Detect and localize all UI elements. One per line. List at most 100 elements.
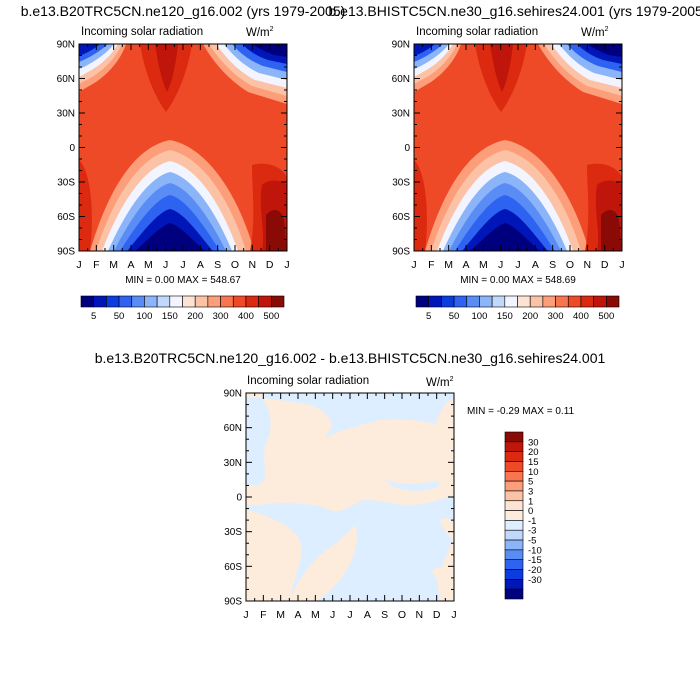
- panel-3-field: [246, 393, 454, 601]
- panel-1-subtitle: Incoming solar radiation: [81, 26, 203, 38]
- panel-3-x-tick-label: D: [433, 609, 441, 621]
- panel-1-colorbar-label: 500: [263, 311, 279, 322]
- panel-2-colorbar-swatch: [453, 295, 468, 308]
- panel-1-colorbar-label: 50: [114, 311, 125, 322]
- panel-2-y-tick-label: 60S: [392, 212, 410, 223]
- panel-2-x-tick-label: J: [498, 259, 503, 271]
- panel-3-colorbar-label: 0: [528, 506, 533, 517]
- panel-2-units: W/m2: [581, 26, 609, 39]
- panel-1-units: W/m2: [246, 26, 274, 39]
- panel-2-colorbar-label: 400: [573, 311, 589, 322]
- panel-1-x-tick-label: S: [214, 259, 221, 271]
- panel-1-colorbar-swatch: [93, 295, 107, 308]
- panel-1-colorbar-swatch: [169, 295, 183, 308]
- panel-3-colorbar-swatch: [504, 480, 524, 492]
- panel-2-x-tick-label: J: [619, 259, 624, 271]
- panel-3-colorbar-label: 1: [528, 496, 533, 507]
- panel-3-x-tick-label: M: [276, 609, 285, 621]
- panel-3-colorbar-swatch: [504, 559, 524, 570]
- panel-1-x-tick-label: O: [231, 259, 239, 271]
- panel-2-colorbar-swatch: [517, 295, 531, 308]
- panel-3-y-tick-label: 90S: [224, 597, 242, 608]
- panel-2: b.e13.BHISTC5CN.ne30_g16.sehires24.001 (…: [328, 3, 700, 322]
- panel-1-x-tick-label: M: [109, 259, 118, 271]
- panel-3-colorbar-swatch: [504, 441, 524, 452]
- panel-2-title: b.e13.BHISTC5CN.ne30_g16.sehires24.001 (…: [328, 3, 700, 19]
- panel-3-y-tick-label: 60S: [224, 562, 242, 573]
- panel-1-colorbar-swatch: [245, 295, 259, 308]
- panel-3-colorbar-label: 10: [528, 467, 539, 478]
- panel-3-x-tick-label: J: [330, 609, 335, 621]
- panel-1-field: [79, 44, 287, 251]
- panel-1-colorbar-swatch: [232, 295, 247, 308]
- panel-3-colorbar-label: -30: [528, 575, 542, 586]
- panel-1-x-tick-label: J: [180, 259, 185, 271]
- panel-2-colorbar-swatch: [491, 295, 506, 308]
- panel-1-y-tick-label: 0: [69, 143, 75, 154]
- panel-2-field: [414, 44, 622, 251]
- panel-2-colorbar-label: 50: [449, 311, 460, 322]
- panel-2-colorbar-swatch: [428, 295, 442, 308]
- panel-1-colorbar-swatch: [182, 295, 196, 308]
- panel-2-x-tick-label: A: [462, 259, 469, 271]
- panel-3-title: b.e13.B20TRC5CN.ne120_g16.002 - b.e13.BH…: [95, 350, 606, 366]
- panel-1-colorbar-label: 100: [137, 311, 153, 322]
- panel-1-colorbar-label: 200: [187, 311, 203, 322]
- panel-3-units: W/m2: [426, 376, 454, 389]
- panel-2-stats: MIN = 0.00 MAX = 548.69: [460, 275, 576, 286]
- panel-1-x-tick-label: M: [144, 259, 153, 271]
- panel-3-x-tick-label: S: [381, 609, 388, 621]
- panel-2-colorbar-swatch: [542, 295, 556, 308]
- panel-3-y-tick-label: 30N: [224, 458, 242, 469]
- panel-3-colorbar-swatch: [504, 529, 524, 541]
- panel-2-colorbar-swatch: [441, 295, 455, 308]
- panel-2-x-tick-label: J: [515, 259, 520, 271]
- panel-3-x-tick-label: A: [294, 609, 301, 621]
- panel-3-colorbar-swatch: [504, 500, 524, 511]
- panel-3-colorbar-swatch: [504, 470, 524, 482]
- panel-2-x-tick-label: N: [584, 259, 592, 271]
- panel-3-x-tick-label: A: [364, 609, 371, 621]
- panel-1-colorbar-swatch: [144, 295, 158, 308]
- panel-2-y-tick-label: 90N: [392, 40, 410, 51]
- panel-2-colorbar-swatch: [415, 295, 429, 308]
- panel-2-y-tick-label: 30N: [392, 109, 410, 120]
- panel-2-colorbar-swatch: [606, 295, 620, 308]
- panel-1-colorbar-label: 400: [238, 311, 254, 322]
- panel-1-colorbar-label: 150: [162, 311, 178, 322]
- panel-1-colorbar-swatch: [194, 295, 209, 308]
- panel-3-subtitle: Incoming solar radiation: [247, 375, 369, 387]
- panel-2-colorbar-swatch: [466, 295, 480, 308]
- panel-1-y-tick-label: 90S: [57, 247, 75, 258]
- panel-3-colorbar-swatch: [504, 520, 524, 531]
- panel-2-x-tick-label: D: [601, 259, 609, 271]
- panel-2-colorbar-swatch: [479, 295, 493, 308]
- panel-3-colorbar-label: -10: [528, 545, 542, 556]
- panel-3-y-tick-label: 90N: [224, 389, 242, 400]
- panel-3: b.e13.B20TRC5CN.ne120_g16.002 - b.e13.BH…: [95, 350, 606, 621]
- panel-1-stats: MIN = 0.00 MAX = 548.67: [125, 275, 241, 286]
- panel-3-colorbar-label: 20: [528, 447, 539, 458]
- panel-1-colorbar-swatch: [106, 295, 120, 308]
- panel-2-x-tick-label: O: [566, 259, 574, 271]
- panel-1-colorbar-swatch: [207, 295, 221, 308]
- panel-1-colorbar-swatch: [220, 295, 234, 308]
- panel-3-x-tick-label: O: [398, 609, 406, 621]
- panel-2-x-tick-label: A: [532, 259, 539, 271]
- panel-3-y-tick-label: 60N: [224, 423, 242, 434]
- panel-1-colorbar-swatch: [258, 295, 272, 308]
- panel-3-colorbar-swatch: [504, 431, 524, 443]
- panel-3-colorbar-swatch: [504, 451, 524, 462]
- panel-2-y-tick-label: 0: [404, 143, 410, 154]
- panel-3-colorbar-label: -5: [528, 536, 536, 547]
- panel-1-x-tick-label: F: [93, 259, 99, 271]
- panel-3-colorbar-swatch: [504, 579, 524, 590]
- panel-2-colorbar-swatch: [504, 295, 518, 308]
- panel-3-colorbar-label: 3: [528, 486, 533, 497]
- panel-2-colorbar-label: 300: [548, 311, 564, 322]
- panel-3-colorbar-label: 5: [528, 477, 533, 488]
- panel-1-x-tick-label: J: [284, 259, 289, 271]
- panel-1-colorbar-label: 5: [91, 311, 96, 322]
